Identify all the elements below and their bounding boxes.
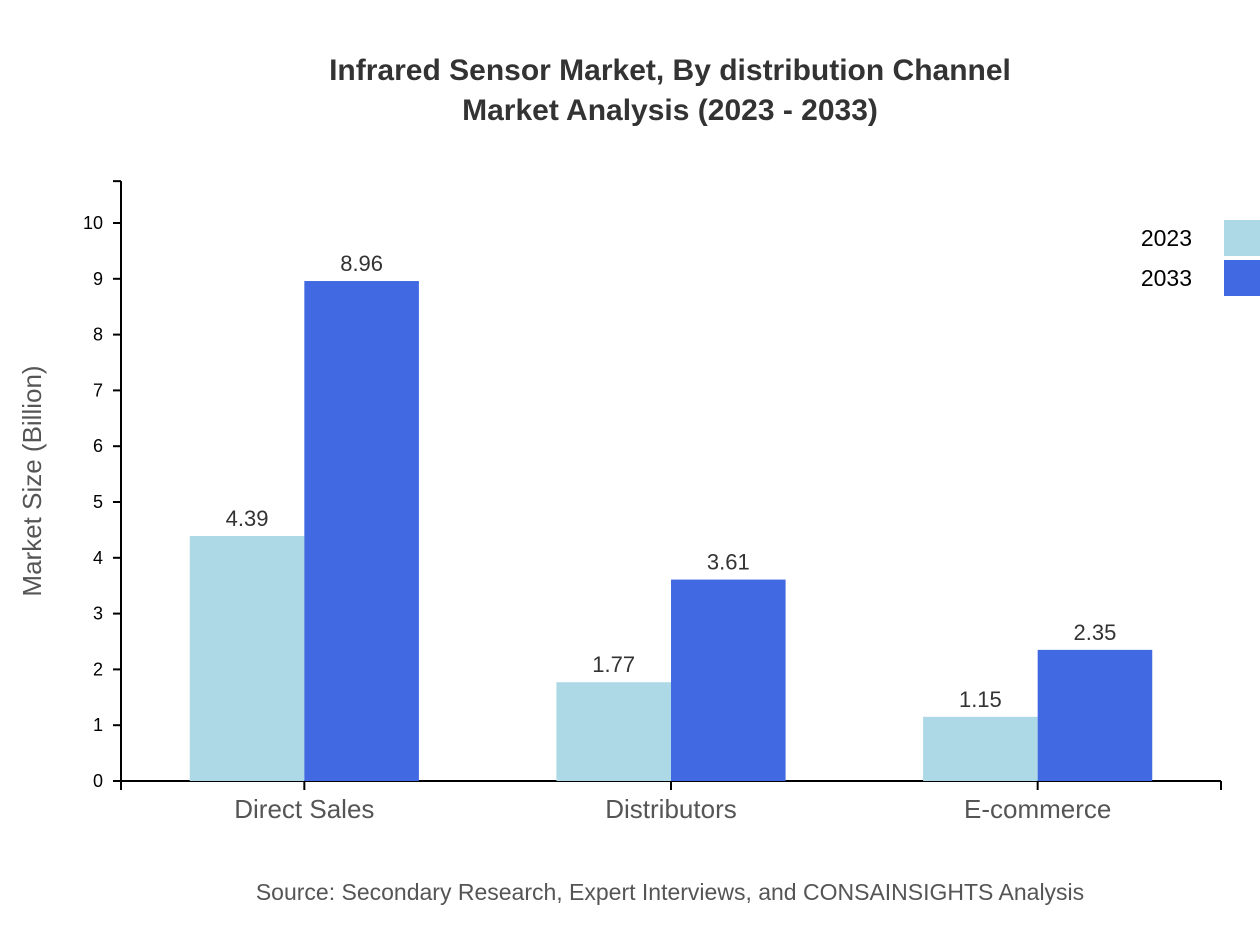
y-tick-label: 6: [93, 436, 103, 456]
bar-2023: [923, 716, 1038, 781]
y-tick-label: 4: [93, 548, 103, 568]
x-tick-label: Direct Sales: [234, 794, 374, 824]
legend-label: 2023: [1141, 225, 1192, 251]
y-tick-label: 8: [93, 325, 103, 345]
y-tick-label: 7: [93, 380, 103, 400]
data-label: 2.35: [1074, 620, 1117, 645]
data-label: 1.15: [959, 687, 1002, 712]
legend-swatch: [1224, 260, 1260, 296]
x-tick-label: E-commerce: [964, 794, 1111, 824]
chart-title: Infrared Sensor Market, By distribution …: [329, 54, 1011, 87]
y-axis-label: Market Size (Billion): [17, 365, 47, 596]
chart-subtitle: Market Analysis (2023 - 2033): [462, 94, 878, 127]
data-label: 8.96: [340, 251, 383, 276]
y-tick-label: 10: [83, 213, 103, 233]
bar-2023: [556, 682, 671, 781]
y-tick-label: 3: [93, 604, 103, 624]
x-tick-label: Distributors: [605, 794, 736, 824]
legend-swatch: [1224, 220, 1260, 256]
y-tick-label: 9: [93, 269, 103, 289]
y-tick-label: 1: [93, 715, 103, 735]
data-label: 3.61: [707, 550, 750, 575]
y-tick-label: 0: [93, 771, 103, 791]
legend-label: 2033: [1141, 265, 1192, 291]
y-tick-label: 2: [93, 659, 103, 679]
y-tick-label: 5: [93, 492, 103, 512]
bar-2023: [189, 536, 305, 781]
bar-2033: [671, 579, 786, 781]
source-note: Source: Secondary Research, Expert Inter…: [256, 879, 1084, 905]
bar-2033: [1037, 649, 1153, 781]
data-label: 4.39: [226, 506, 269, 531]
bar-2033: [304, 281, 419, 781]
data-label: 1.77: [592, 652, 635, 677]
